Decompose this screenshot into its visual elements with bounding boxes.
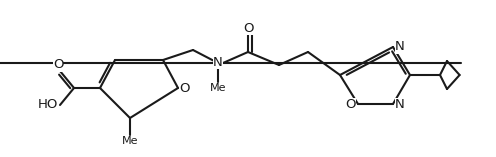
Text: O: O	[180, 81, 190, 95]
Text: Me: Me	[210, 83, 226, 93]
Text: O: O	[346, 97, 356, 111]
Text: O: O	[53, 59, 63, 71]
Text: HO: HO	[38, 98, 58, 111]
Text: N: N	[213, 56, 223, 68]
Text: N: N	[395, 41, 405, 54]
Text: O: O	[244, 22, 254, 35]
Text: N: N	[395, 97, 405, 111]
Text: Me: Me	[122, 136, 138, 146]
